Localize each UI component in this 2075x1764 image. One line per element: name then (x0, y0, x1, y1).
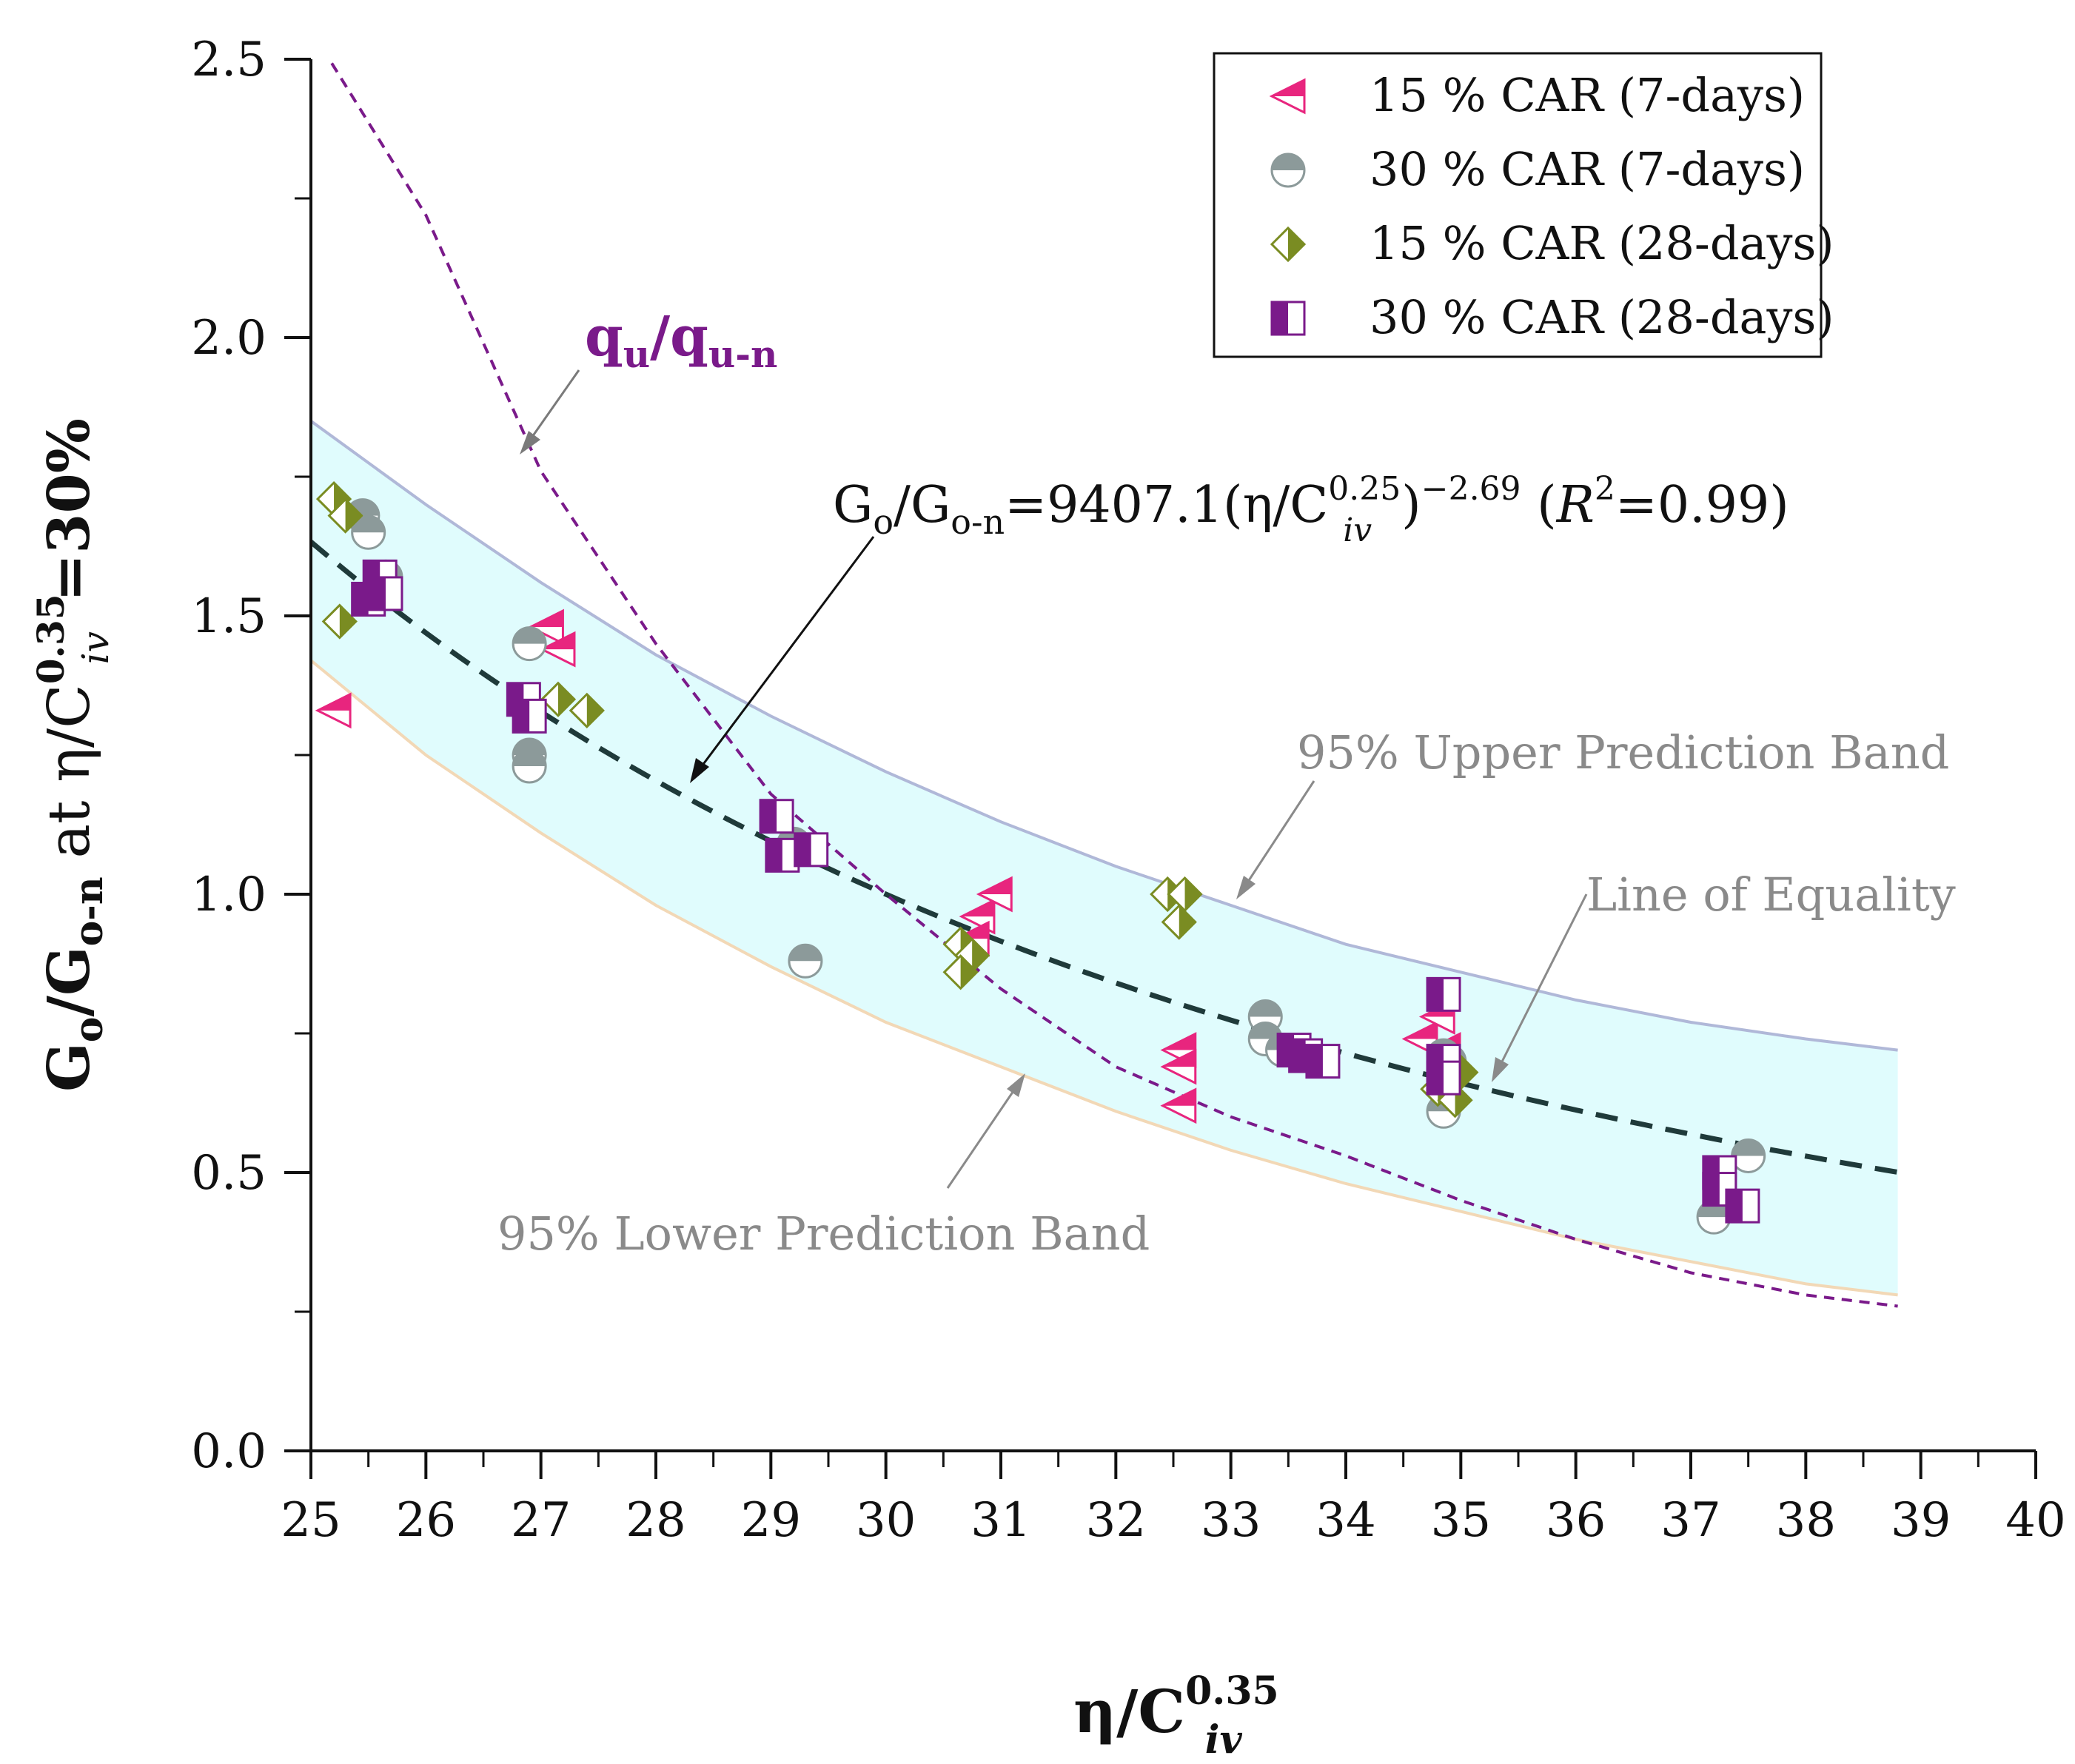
prediction-band-area (311, 420, 1898, 1297)
point-series-3-4 (512, 698, 547, 734)
legend-marker-0 (1269, 78, 1306, 115)
x-tick-label-28: 28 (626, 1493, 685, 1548)
legend-marker-3 (1270, 301, 1306, 336)
point-series-3-7 (794, 832, 829, 868)
legend-box (1213, 52, 1823, 358)
point-series-0-2 (539, 631, 576, 668)
line-of-equality-arrow-head (1492, 1057, 1509, 1082)
point-series-2-10 (1161, 904, 1197, 940)
point-series-3-11 (1426, 976, 1461, 1012)
x-tick-label-31: 31 (971, 1493, 1030, 1548)
point-series-2-2 (321, 603, 358, 640)
legend-marker-1 (1270, 152, 1306, 188)
legend-marker-2 (1270, 226, 1307, 263)
upper-band-arrow-head (1236, 876, 1256, 899)
line-of-equality-arrow (1495, 893, 1588, 1073)
point-series-0-7 (1160, 1048, 1197, 1085)
y-tick-label-2.5: 2.5 (191, 33, 267, 87)
point-series-2-1 (327, 497, 363, 534)
axes: 25 26 27 28 29 30 31 32 33 34 35 36 37 38 39 40 0.0 0.5 1.… (191, 33, 2066, 1548)
band-fill (311, 420, 1898, 1295)
qu-arrow (526, 369, 580, 445)
upper-band-line (311, 420, 1898, 1052)
y-tick-label-1.5: 1.5 (191, 589, 267, 644)
x-tick-label-34: 34 (1315, 1493, 1375, 1548)
point-series-2-3 (540, 681, 577, 717)
lower-band-line (311, 659, 1898, 1297)
point-series-3-5 (759, 799, 794, 834)
qu-arrow-head (520, 431, 540, 455)
equation-arrow-head (690, 758, 709, 783)
legend-label-0: 15 % CAR (7-days) (1370, 68, 1805, 122)
point-series-3-10 (1305, 1044, 1341, 1079)
point-series-2-9 (1167, 876, 1203, 913)
x-tick-label-37: 37 (1660, 1493, 1720, 1548)
point-series-0-0 (315, 692, 352, 729)
x-tick-label-29: 29 (741, 1493, 801, 1548)
point-series-3-2 (368, 576, 403, 611)
x-tick-label-30: 30 (856, 1493, 916, 1548)
legend-label-1: 30 % CAR (7-days) (1370, 142, 1805, 196)
x-tick-label-32: 32 (1086, 1493, 1146, 1548)
point-series-1-15 (1731, 1138, 1766, 1173)
x-tick-label-39: 39 (1891, 1493, 1951, 1548)
equation-arrow (696, 536, 875, 773)
x-tick-label-38: 38 (1776, 1493, 1836, 1548)
upper-band-arrow (1242, 780, 1315, 889)
legend: 15 % CAR (7-days) 30 % CAR (7-days) 15 %… (1213, 52, 1834, 358)
point-series-1-5 (512, 748, 547, 784)
point-series-1-3 (512, 626, 547, 662)
x-tick-label-40: 40 (2005, 1493, 2065, 1548)
curves (311, 59, 1899, 1308)
y-tick-label-0.0: 0.0 (191, 1424, 267, 1479)
legend-label-2: 15 % CAR (28-days) (1370, 216, 1834, 270)
x-tick-label-35: 35 (1431, 1493, 1491, 1548)
data-points (315, 480, 1766, 1235)
qu-label: qu/qu-n (585, 305, 777, 376)
x-tick-label-27: 27 (511, 1493, 571, 1548)
legend-markers (1269, 78, 1307, 336)
point-series-1-1 (351, 514, 386, 550)
line-of-equality-label: Line of Equality (1586, 868, 1956, 922)
lower-band-arrow-head (1007, 1073, 1025, 1097)
lower-band-arrow (946, 1084, 1019, 1189)
y-tick-label-1.0: 1.0 (191, 868, 267, 922)
point-series-2-7 (942, 954, 979, 990)
point-series-0-4 (976, 876, 1013, 913)
x-tick-label-26: 26 (396, 1493, 456, 1548)
line-of-equality (311, 540, 1899, 1175)
legend-label-3: 30 % CAR (28-days) (1370, 290, 1834, 344)
annotations: qu/qu-n Go/Go-n=9407.1(η/C0.25 iv)−2.69 (… (497, 305, 1956, 1261)
point-series-0-1 (528, 608, 564, 645)
point-series-2-4 (569, 692, 605, 728)
point-series-1-7 (788, 943, 823, 979)
x-tick-label-33: 33 (1201, 1493, 1261, 1548)
point-series-3-13 (1426, 1060, 1461, 1096)
point-series-3-16 (1725, 1188, 1760, 1224)
y-axis-title: Go/Go-n at η/C0.35iv=30% (29, 418, 117, 1092)
point-series-0-8 (1160, 1087, 1197, 1124)
equation-label: Go/Go-n=9407.1(η/C0.25 iv)−2.69 (R2=0.99) (833, 470, 1789, 549)
y-tick-label-2.0: 2.0 (191, 311, 267, 366)
y-tick-label-0.5: 0.5 (191, 1146, 267, 1201)
x-axis-title: η/C0.35 iv (1073, 1669, 1279, 1763)
lower-band-label: 95% Lower Prediction Band (497, 1207, 1150, 1261)
upper-band-label: 95% Upper Prediction Band (1297, 725, 1949, 779)
qu-reference-curve (327, 59, 1898, 1308)
x-tick-label-36: 36 (1546, 1493, 1606, 1548)
x-tick-label-25: 25 (281, 1493, 341, 1548)
point-series-3-6 (765, 837, 800, 873)
